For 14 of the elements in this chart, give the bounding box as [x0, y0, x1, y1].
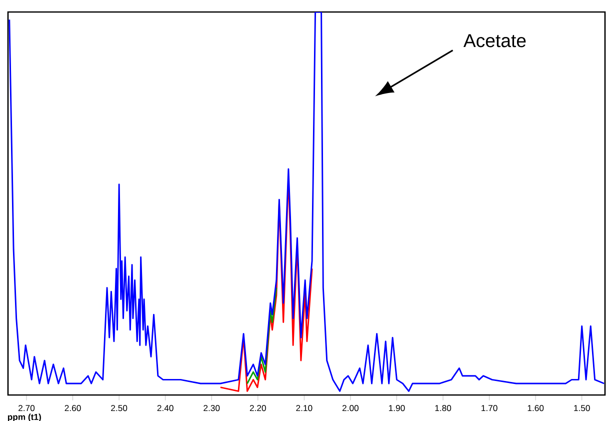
x-tick-label: 2.30 [204, 405, 220, 412]
annotation: Acetate [463, 34, 526, 48]
x-tick-label: 2.10 [296, 405, 312, 412]
x-tick-label: 2.60 [64, 405, 81, 412]
x-tick-label: 1.80 [435, 405, 452, 412]
x-tick-label: 1.60 [528, 405, 544, 412]
x-tick-label: 2.70 [18, 405, 35, 412]
x-tick-label: 2.40 [157, 405, 174, 412]
x-tick-label: 2.00 [342, 405, 359, 412]
x-tick-label: 1.70 [482, 405, 498, 412]
x-tick-label: 1.90 [389, 405, 405, 412]
x-tick-label: 2.20 [250, 405, 266, 412]
x-tick-label: 1.50 [574, 405, 590, 412]
x-tick-label: 2.50 [111, 405, 128, 412]
